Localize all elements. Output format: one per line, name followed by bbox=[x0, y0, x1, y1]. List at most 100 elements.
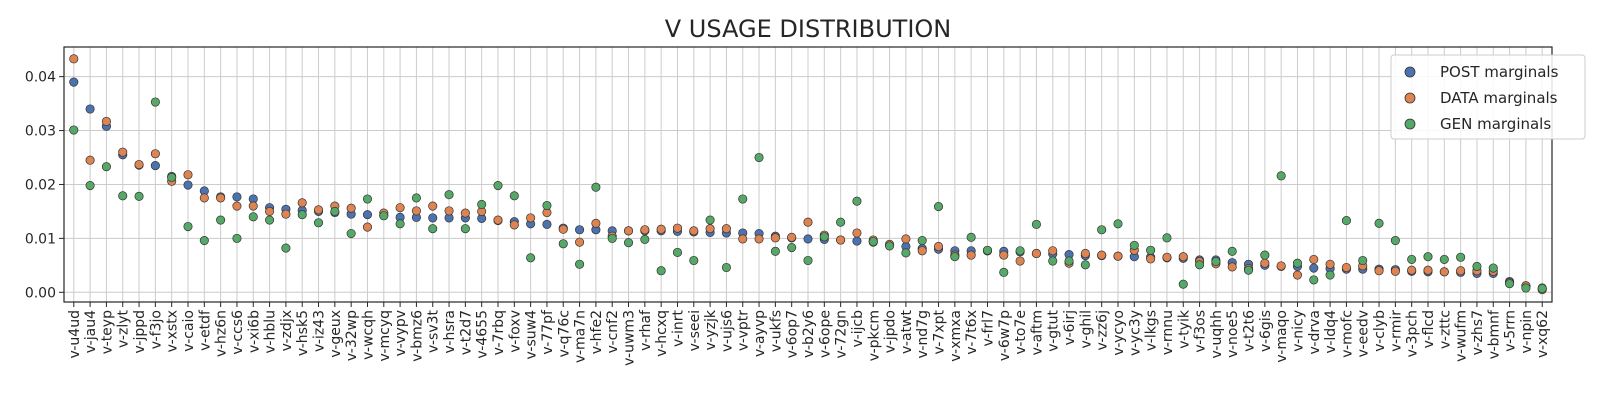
point-data-v-etdf bbox=[199, 193, 209, 203]
x-tick-label: v-77pf bbox=[540, 309, 556, 355]
point-data-v-wufm bbox=[1456, 266, 1466, 276]
point-data-v-sv3t bbox=[428, 201, 438, 211]
point-gen-v-noe5 bbox=[1227, 246, 1237, 256]
x-tick-label: v-t2t6 bbox=[1242, 310, 1258, 352]
point-gen-v-q76c bbox=[558, 239, 568, 249]
x-tick-label: v-ldq4 bbox=[1323, 310, 1339, 354]
x-tick-label: v-xi6b bbox=[246, 310, 262, 353]
point-data-v-ldq4 bbox=[1325, 259, 1335, 269]
x-tick-label: v-ijcb bbox=[850, 310, 866, 347]
x-tick-label: v-suw4 bbox=[524, 310, 540, 360]
y-tick-label: 0.02 bbox=[25, 177, 56, 193]
x-tick-label: v-to7e bbox=[1013, 310, 1029, 355]
point-data-v-wcqh bbox=[362, 222, 373, 232]
x-tick-label: v-bmnf bbox=[1486, 309, 1502, 359]
point-gen-v-6ope bbox=[819, 232, 829, 242]
point-data-v-vypv bbox=[395, 203, 405, 213]
x-tick-label: v-wcqh bbox=[360, 310, 376, 360]
x-tick-label: v-f3jo bbox=[148, 310, 164, 349]
point-gen-v-ghil bbox=[1080, 260, 1090, 270]
point-gen-v-zz6j bbox=[1097, 225, 1107, 235]
point-gen-v-xstx bbox=[167, 172, 177, 183]
point-gen-v-t2d7 bbox=[460, 224, 470, 234]
point-gen-v-hfe2 bbox=[591, 182, 601, 192]
point-gen-v-yzjk bbox=[705, 215, 715, 225]
point-gen-v-clyb bbox=[1374, 218, 1384, 228]
point-gen-v-xmxa bbox=[950, 252, 960, 262]
point-data-v-hsk5 bbox=[297, 198, 307, 208]
point-gen-v-bmnf bbox=[1488, 263, 1498, 273]
x-tick-label: v-tyik bbox=[1176, 309, 1192, 349]
point-data-v-hfe2 bbox=[591, 218, 601, 228]
point-data-v-ycyo bbox=[1113, 251, 1123, 261]
point-gen-v-eedv bbox=[1358, 255, 1368, 266]
axes: v-u4ud v-jau4 v-teyp v-zlyt v-jppd v-f3jo v-xs… bbox=[25, 46, 1553, 366]
point-post-v-77pf bbox=[542, 219, 552, 229]
x-tick-label: v-noe5 bbox=[1225, 310, 1241, 358]
point-data-v-6op7 bbox=[787, 232, 797, 242]
x-tick-label: v-yc3y bbox=[1127, 310, 1143, 356]
point-data-v-xi6b bbox=[248, 201, 258, 211]
x-tick-label: v-rnnu bbox=[1160, 310, 1176, 355]
point-gen-v-f3jo bbox=[150, 97, 160, 107]
point-data-v-7t6x bbox=[966, 250, 976, 260]
point-gen-v-hz6n bbox=[216, 215, 226, 225]
x-tick-label: v-zlyt bbox=[116, 310, 132, 348]
point-data-v-iz43 bbox=[313, 205, 324, 215]
point-gen-v-sv3t bbox=[428, 224, 438, 234]
x-tick-label: v-7t6x bbox=[964, 310, 980, 355]
point-data-v-6gis bbox=[1260, 258, 1270, 268]
x-tick-label: v-jau4 bbox=[83, 310, 99, 353]
point-gen-v-b2y6 bbox=[803, 255, 813, 266]
point-gen-v-pkcm bbox=[868, 237, 878, 247]
x-tick-label: v-xq62 bbox=[1535, 310, 1551, 358]
x-tick-label: v-geux bbox=[328, 310, 344, 358]
point-gen-v-4655 bbox=[477, 199, 487, 209]
point-gen-v-72gn bbox=[836, 217, 846, 227]
point-post-v-drva bbox=[1309, 263, 1319, 273]
point-gen-v-aftm bbox=[1031, 219, 1041, 229]
x-tick-label: v-72gn bbox=[834, 310, 850, 359]
y-tick-label: 0.00 bbox=[25, 285, 56, 301]
point-post-v-caio bbox=[183, 180, 193, 190]
point-data-v-flcd bbox=[1423, 265, 1433, 275]
point-gen-v-wufm bbox=[1456, 252, 1466, 262]
y-tick-label: 0.03 bbox=[25, 124, 56, 140]
point-gen-v-frl7 bbox=[982, 245, 993, 255]
point-gen-v-maqo bbox=[1276, 171, 1286, 181]
point-gen-v-atwt bbox=[901, 248, 911, 258]
point-gen-v-yc3y bbox=[1129, 240, 1139, 250]
x-tick-label: v-7rbq bbox=[491, 310, 507, 355]
x-tick-label: v-b2y6 bbox=[801, 310, 817, 358]
x-tick-label: v-hsra bbox=[442, 310, 458, 353]
x-tick-label: v-rhaf bbox=[638, 309, 654, 351]
point-gen-v-zhs7 bbox=[1472, 261, 1482, 271]
point-gen-v-6irj bbox=[1064, 256, 1074, 266]
x-tick-label: v-ujs6 bbox=[719, 310, 735, 352]
x-tick-label: v-jpdo bbox=[883, 310, 899, 353]
point-data-v-ccs6 bbox=[232, 201, 242, 211]
point-post-v-b2y6 bbox=[803, 234, 813, 244]
point-post-v-u4ud bbox=[69, 77, 79, 87]
x-tick-label: v-teyp bbox=[99, 310, 115, 354]
point-gen-v-ujs6 bbox=[721, 262, 731, 273]
x-tick-label: v-etdf bbox=[197, 309, 213, 351]
point-data-v-maqo bbox=[1276, 261, 1286, 271]
legend: POST marginals DATA marginals GEN margin… bbox=[1390, 54, 1586, 140]
point-gen-v-5rrn bbox=[1505, 279, 1515, 289]
point-gen-v-u4ud bbox=[69, 125, 79, 135]
x-tick-label: v-ccs6 bbox=[230, 310, 246, 355]
x-tick-label: v-zdjx bbox=[279, 310, 295, 351]
point-data-v-jau4 bbox=[85, 155, 95, 165]
point-data-v-72gn bbox=[836, 235, 846, 245]
x-tick-label: v-cnf2 bbox=[605, 310, 621, 353]
x-tick-label: v-nd7g bbox=[915, 310, 931, 359]
x-tick-label: v-bmz6 bbox=[409, 310, 425, 362]
x-tick-label: v-zttc bbox=[1437, 310, 1453, 349]
legend-marker-post bbox=[1404, 66, 1416, 78]
x-tick-label: v-hz6n bbox=[214, 310, 230, 357]
point-gen-v-iz43 bbox=[313, 218, 324, 228]
point-gen-v-ycyo bbox=[1113, 219, 1123, 229]
